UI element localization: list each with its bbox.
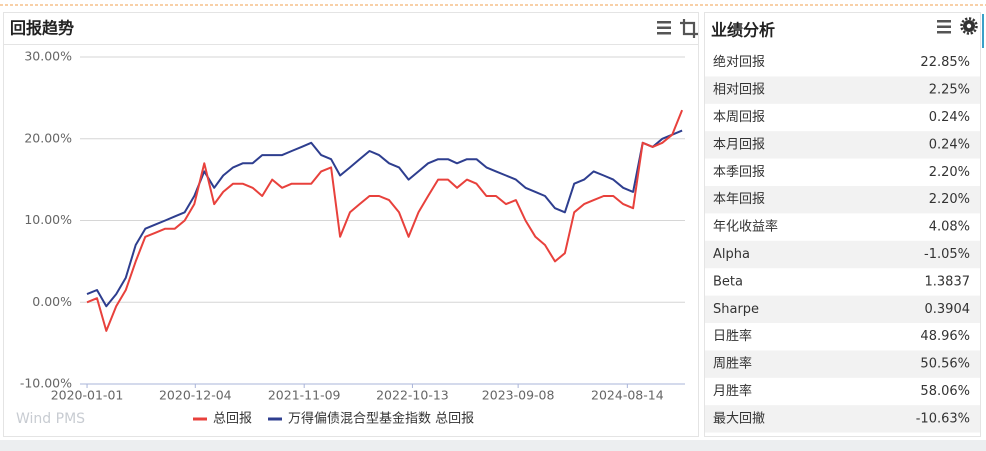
row-bg bbox=[705, 405, 980, 433]
x-tick-label: 2021-11-09 bbox=[268, 388, 341, 403]
plot: -10.00% 0.00% 10.00% 20.00% 30.00% 2020-01-01… bbox=[20, 49, 685, 427]
row-value: 22.85% bbox=[920, 55, 970, 70]
row-label: 月胜率 bbox=[713, 383, 752, 399]
menu-icon[interactable] bbox=[657, 21, 671, 35]
row-label: 相对回报 bbox=[713, 83, 765, 98]
row-value: 0.24% bbox=[929, 137, 970, 152]
row-bg bbox=[705, 76, 980, 104]
x-tick-label: 2023-09-08 bbox=[482, 388, 555, 403]
settings-icon[interactable] bbox=[960, 17, 978, 35]
x-tick-label: 2020-12-04 bbox=[159, 388, 232, 403]
panel-title: 业绩分析 bbox=[711, 21, 775, 40]
row-label: Sharpe bbox=[713, 302, 759, 317]
row-bg bbox=[705, 350, 980, 378]
row-value: 2.20% bbox=[929, 192, 970, 207]
row-value: 58.06% bbox=[920, 384, 970, 399]
chart-title: 回报趋势 bbox=[10, 19, 74, 38]
series-line bbox=[86, 109, 684, 332]
row-label: 日胜率 bbox=[713, 328, 752, 344]
row-bg bbox=[705, 131, 980, 159]
x-tick-label: 2022-10-13 bbox=[376, 388, 449, 403]
row-label: 本周回报 bbox=[713, 110, 765, 125]
row-label: 周胜率 bbox=[713, 356, 752, 372]
crop-icon[interactable] bbox=[680, 19, 698, 38]
row-value: 0.24% bbox=[929, 110, 970, 125]
y-tick-label: 0.00% bbox=[32, 294, 72, 309]
x-tick-label: 2020-01-01 bbox=[51, 388, 124, 403]
x-tick-label: 2024-08-14 bbox=[591, 388, 664, 403]
row-label: Beta bbox=[713, 274, 743, 289]
series-line bbox=[86, 129, 683, 308]
row-bg bbox=[705, 295, 980, 323]
row-value: -1.05% bbox=[924, 247, 970, 262]
row-label: 年化收益率 bbox=[713, 219, 778, 235]
row-label: 本月回报 bbox=[713, 137, 765, 152]
row-value: 48.96% bbox=[920, 329, 970, 344]
metrics-table: 绝对回报 22.85% 相对回报 2.25% 本周回报 0.24% 本月回报 0.24% 本季回… bbox=[705, 54, 980, 433]
watermark: Wind PMS bbox=[16, 411, 85, 427]
row-label: 本年回报 bbox=[713, 192, 765, 207]
y-tick-label: 10.00% bbox=[24, 212, 72, 227]
y-tick-label: -10.00% bbox=[20, 376, 72, 391]
row-value: 4.08% bbox=[929, 220, 970, 235]
legend-label[interactable]: 万得偏债混合型基金指数 总回报 bbox=[288, 411, 474, 427]
row-value: 2.20% bbox=[929, 165, 970, 180]
row-label: 最大回撤 bbox=[713, 410, 765, 426]
row-value: 1.3837 bbox=[925, 274, 971, 289]
chart-panel bbox=[3, 12, 699, 437]
legend-label[interactable]: 总回报 bbox=[213, 412, 252, 427]
footer-bg bbox=[0, 440, 986, 451]
menu-icon[interactable] bbox=[937, 20, 951, 34]
row-label: Alpha bbox=[713, 247, 750, 262]
y-tick-label: 30.00% bbox=[24, 49, 72, 64]
row-label: 本季回报 bbox=[713, 165, 765, 180]
row-bg bbox=[705, 240, 980, 269]
row-value: 2.25% bbox=[929, 83, 970, 98]
row-bg bbox=[705, 186, 980, 214]
row-value: 50.56% bbox=[920, 357, 970, 372]
row-label: 绝对回报 bbox=[713, 54, 765, 70]
row-value: -10.63% bbox=[916, 411, 970, 426]
row-value: 0.3904 bbox=[925, 302, 971, 317]
y-tick-label: 20.00% bbox=[24, 130, 72, 145]
